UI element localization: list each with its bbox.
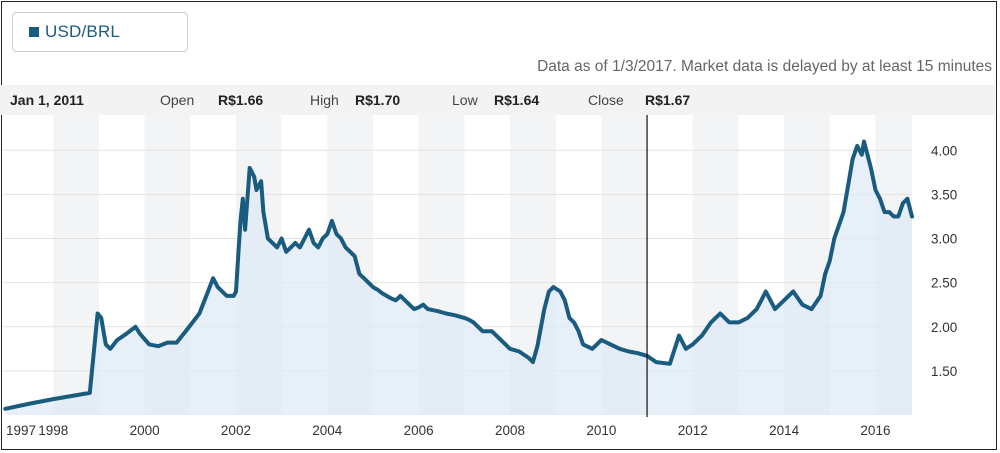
close-label: Close	[588, 92, 624, 108]
x-tick-label: 2010	[586, 423, 616, 438]
x-tick-label: 2002	[221, 423, 251, 438]
close-value: R$1.67	[645, 92, 691, 108]
y-tick-label: 2.50	[931, 276, 957, 291]
open-label: Open	[160, 92, 195, 108]
hover-info-bar: Jan 1, 2011 Open R$1.66 High R$1.70 Low …	[0, 85, 995, 115]
x-tick-label: 2000	[130, 423, 160, 438]
low-value: R$1.64	[494, 92, 540, 108]
series-line[interactable]	[3, 139, 914, 411]
high-label: High	[310, 92, 339, 108]
usd-brl-area-chart[interactable]: 1.50 2.00 2.50 3.00 3.50 4.00 1997 1998 2000 200…	[0, 115, 995, 445]
y-tick-label: 3.00	[931, 232, 957, 247]
x-tick-label: 2006	[404, 423, 434, 438]
x-tick-label: 2014	[769, 423, 800, 438]
x-tick-label: 1998	[38, 423, 68, 438]
hover-date: Jan 1, 2011	[10, 92, 84, 108]
x-tick-label: 2004	[312, 423, 343, 438]
y-tick-label: 2.00	[931, 320, 957, 335]
x-tick-label: 1997	[6, 423, 36, 438]
y-tick-label: 3.50	[931, 187, 957, 202]
series-area-fill	[5, 141, 913, 415]
high-value: R$1.70	[355, 92, 401, 108]
y-tick-label: 1.50	[931, 364, 957, 379]
x-axis-ticks: 1997 1998 2000 2002 2004 2006 2008 2010 2012 2014…	[6, 423, 890, 438]
x-tick-label: 2016	[860, 423, 890, 438]
series-legend-label: USD/BRL	[45, 22, 121, 41]
data-as-of-notice: Data as of 1/3/2017. Market data is dela…	[537, 58, 992, 75]
open-value: R$1.66	[218, 92, 264, 108]
x-tick-label: 2008	[495, 423, 525, 438]
series-color-swatch	[29, 27, 39, 37]
x-tick-label: 2012	[678, 423, 708, 438]
low-label: Low	[452, 92, 478, 108]
y-tick-label: 4.00	[931, 143, 957, 158]
y-axis-ticks: 1.50 2.00 2.50 3.00 3.50 4.00	[931, 143, 957, 379]
series-legend-button[interactable]: USD/BRL	[12, 12, 188, 52]
